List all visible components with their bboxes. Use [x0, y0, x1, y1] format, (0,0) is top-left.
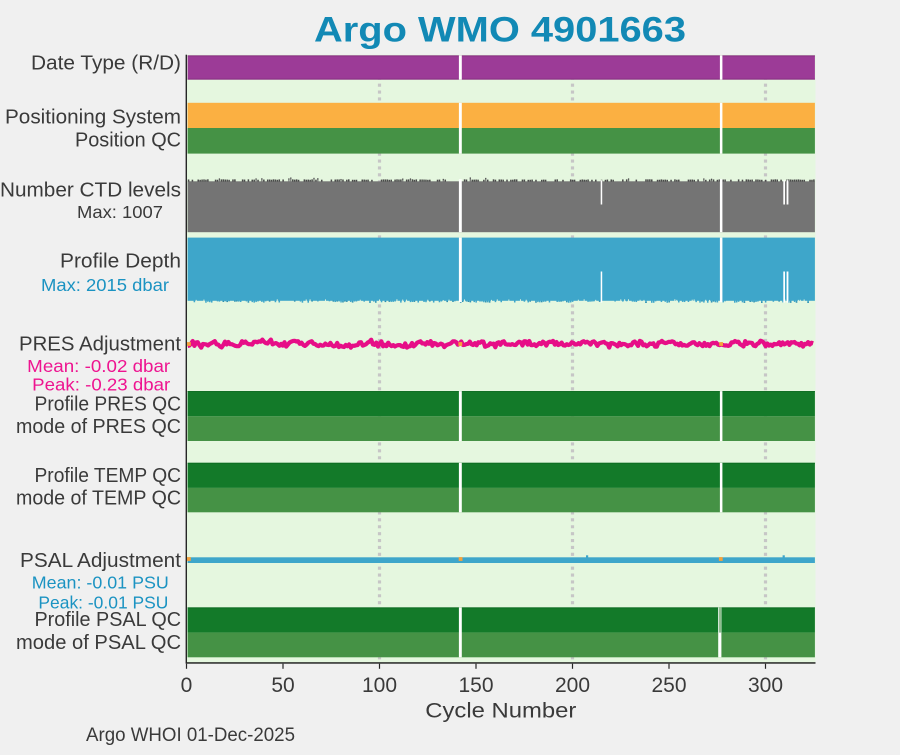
svg-text:100: 100	[362, 674, 397, 697]
svg-text:Mean: -0.01 PSU: Mean: -0.01 PSU	[32, 573, 169, 593]
svg-text:150: 150	[458, 674, 493, 697]
svg-text:0: 0	[181, 674, 193, 697]
svg-text:Peak: -0.23 dbar: Peak: -0.23 dbar	[32, 375, 170, 395]
svg-text:200: 200	[555, 674, 590, 697]
svg-text:Number CTD levels: Number CTD levels	[0, 179, 181, 202]
svg-text:Peak: -0.01 PSU: Peak: -0.01 PSU	[38, 593, 168, 613]
svg-text:mode of PRES QC: mode of PRES QC	[16, 415, 181, 438]
svg-text:Date Type (R/D): Date Type (R/D)	[31, 52, 181, 75]
svg-text:Profile PSAL QC: Profile PSAL QC	[35, 608, 182, 631]
svg-text:Profile Depth: Profile Depth	[60, 250, 181, 273]
svg-text:Profile PRES QC: Profile PRES QC	[35, 393, 182, 416]
svg-text:mode of TEMP QC: mode of TEMP QC	[16, 487, 181, 510]
svg-text:mode of PSAL QC: mode of PSAL QC	[16, 631, 181, 654]
svg-text:Argo WHOI 01-Dec-2025: Argo WHOI 01-Dec-2025	[86, 725, 295, 746]
svg-text:250: 250	[651, 674, 686, 697]
svg-text:PRES Adjustment: PRES Adjustment	[19, 333, 181, 356]
svg-text:Max: 2015 dbar: Max: 2015 dbar	[41, 275, 169, 295]
svg-text:Cycle Number: Cycle Number	[425, 700, 576, 723]
svg-text:50: 50	[271, 674, 294, 697]
svg-text:Max: 1007: Max: 1007	[77, 202, 163, 222]
svg-text:Argo WMO 4901663: Argo WMO 4901663	[314, 10, 686, 49]
svg-text:Profile TEMP QC: Profile TEMP QC	[35, 464, 182, 487]
svg-text:Mean: -0.02 dbar: Mean: -0.02 dbar	[27, 356, 170, 376]
svg-text:300: 300	[748, 674, 783, 697]
svg-text:PSAL Adjustment: PSAL Adjustment	[20, 549, 181, 572]
svg-text:Position QC: Position QC	[75, 129, 181, 152]
svg-text:Positioning System: Positioning System	[5, 105, 181, 128]
